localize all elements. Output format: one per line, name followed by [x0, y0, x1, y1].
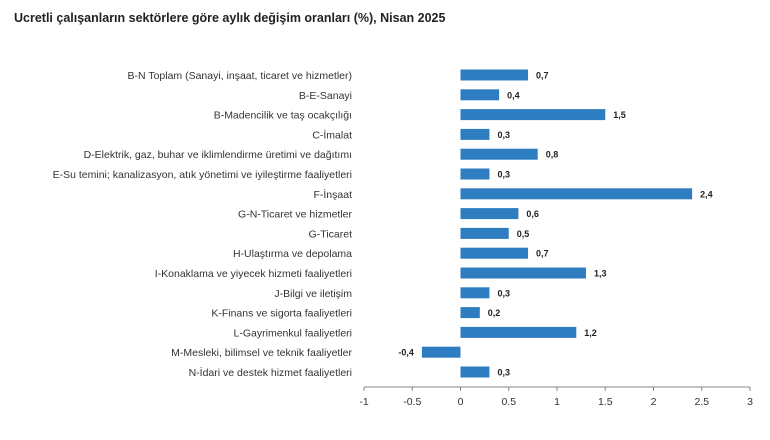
bar — [460, 267, 586, 279]
x-tick-label: -1 — [359, 396, 368, 408]
bar — [460, 366, 490, 378]
data-label: 0,7 — [536, 249, 549, 259]
data-label: 0,3 — [497, 130, 510, 140]
category-label: I-Konaklama ve yiyecek hizmeti faaliyetl… — [155, 268, 352, 280]
data-label: 0,8 — [546, 150, 559, 160]
x-tick-label: 2.5 — [694, 396, 709, 408]
bar — [460, 148, 538, 160]
category-label: D-Elektrik, gaz, buhar ve iklimlendirme … — [84, 149, 352, 161]
bar — [460, 128, 490, 140]
bar — [460, 287, 490, 299]
category-label: E-Su temini; kanalizasyon, atık yönetimi… — [53, 169, 352, 181]
category-label: B-Madencilik ve taş ocakçılığı — [214, 110, 352, 122]
x-tick-label: 0 — [458, 396, 464, 408]
bar — [460, 168, 490, 180]
x-tick-label: 2 — [651, 396, 657, 408]
x-tick-label: -0.5 — [403, 396, 421, 408]
bar — [421, 346, 461, 358]
data-label: 0,2 — [488, 308, 501, 318]
bar — [460, 109, 606, 121]
category-label: N-İdari ve destek hizmet faaliyetleri — [189, 366, 352, 379]
bar — [460, 247, 529, 259]
data-label: 2,4 — [700, 189, 713, 199]
category-label: C-İmalat — [312, 128, 352, 141]
data-label: 0,6 — [526, 209, 539, 219]
data-label: 0,3 — [497, 170, 510, 180]
category-label: G-Ticaret — [309, 228, 352, 240]
bar — [460, 89, 500, 101]
data-label: 1,3 — [594, 269, 607, 279]
chart-title: Ucretli çalışanların sektörlere göre ayl… — [14, 11, 446, 25]
category-label: H-Ulaştırma ve depolama — [233, 248, 352, 260]
bar — [460, 227, 509, 239]
category-label: F-İnşaat — [313, 188, 352, 201]
bar — [460, 69, 529, 81]
data-label: 0,4 — [507, 90, 520, 100]
data-label: 1,2 — [584, 328, 597, 338]
data-label: 0,3 — [497, 368, 510, 378]
x-tick-label: 1.5 — [598, 396, 613, 408]
category-label: K-Finans ve sigorta faaliyetleri — [211, 308, 352, 320]
bar — [460, 307, 480, 319]
data-label: 0,7 — [536, 71, 549, 81]
category-label: M-Mesleki, bilimsel ve teknik faaliyetle… — [171, 347, 352, 359]
bar — [460, 208, 519, 220]
bar — [460, 188, 693, 200]
x-tick-label: 1 — [554, 396, 560, 408]
category-label: L-Gayrimenkul faaliyetleri — [234, 327, 352, 339]
category-label: G-N-Ticaret ve hizmetler — [238, 209, 352, 221]
bar — [460, 326, 577, 338]
x-tick-label: 0.5 — [501, 396, 516, 408]
x-tick-label: 3 — [747, 396, 753, 408]
data-label: -0,4 — [398, 348, 414, 358]
category-label: B-N Toplam (Sanayi, inşaat, ticaret ve h… — [128, 70, 352, 82]
category-label: B-E-Sanayi — [299, 90, 352, 102]
data-label: 1,5 — [613, 110, 626, 120]
data-label: 0,3 — [497, 288, 510, 298]
category-label: J-Bilgi ve iletişim — [274, 288, 352, 300]
data-label: 0,5 — [517, 229, 530, 239]
